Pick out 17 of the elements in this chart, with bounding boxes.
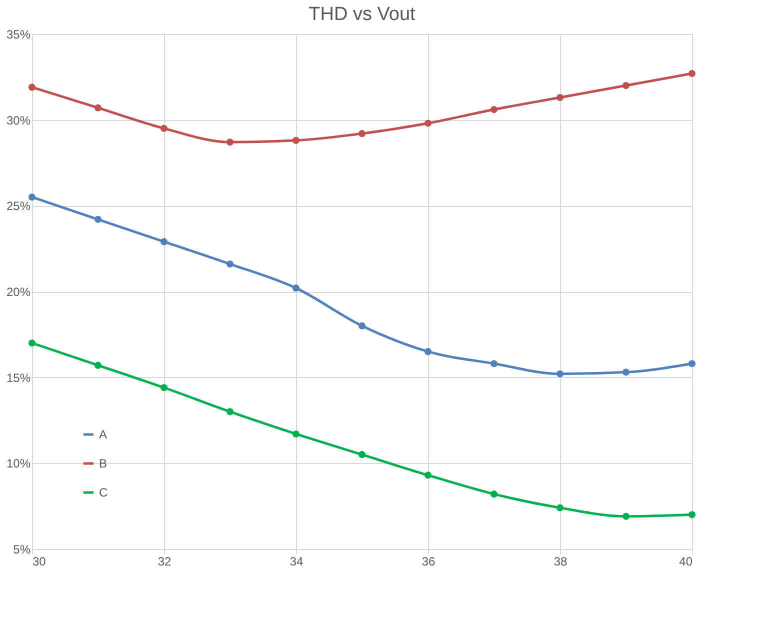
y-tick-label: 15% (6, 370, 31, 385)
legend-label: A (99, 428, 108, 442)
x-tick-label: 36 (422, 554, 436, 568)
y-tick-label: 35% (6, 28, 31, 42)
x-tick-label: 40 (679, 554, 693, 568)
y-tick-label: 25% (6, 199, 31, 214)
x-tick-label: 30 (32, 554, 46, 568)
y-tick-label: 20% (6, 285, 31, 299)
legend-label: C (99, 486, 108, 500)
x-tick-label: 38 (554, 554, 568, 568)
y-tick-label: 30% (6, 113, 31, 128)
chart-title: THD vs Vout (308, 4, 416, 25)
legend-label: B (99, 456, 108, 470)
y-tick-label: 10% (6, 456, 31, 471)
x-tick-label: 32 (158, 554, 172, 568)
y-tick-label: 5% (13, 542, 31, 556)
x-tick-label: 34 (290, 554, 304, 568)
